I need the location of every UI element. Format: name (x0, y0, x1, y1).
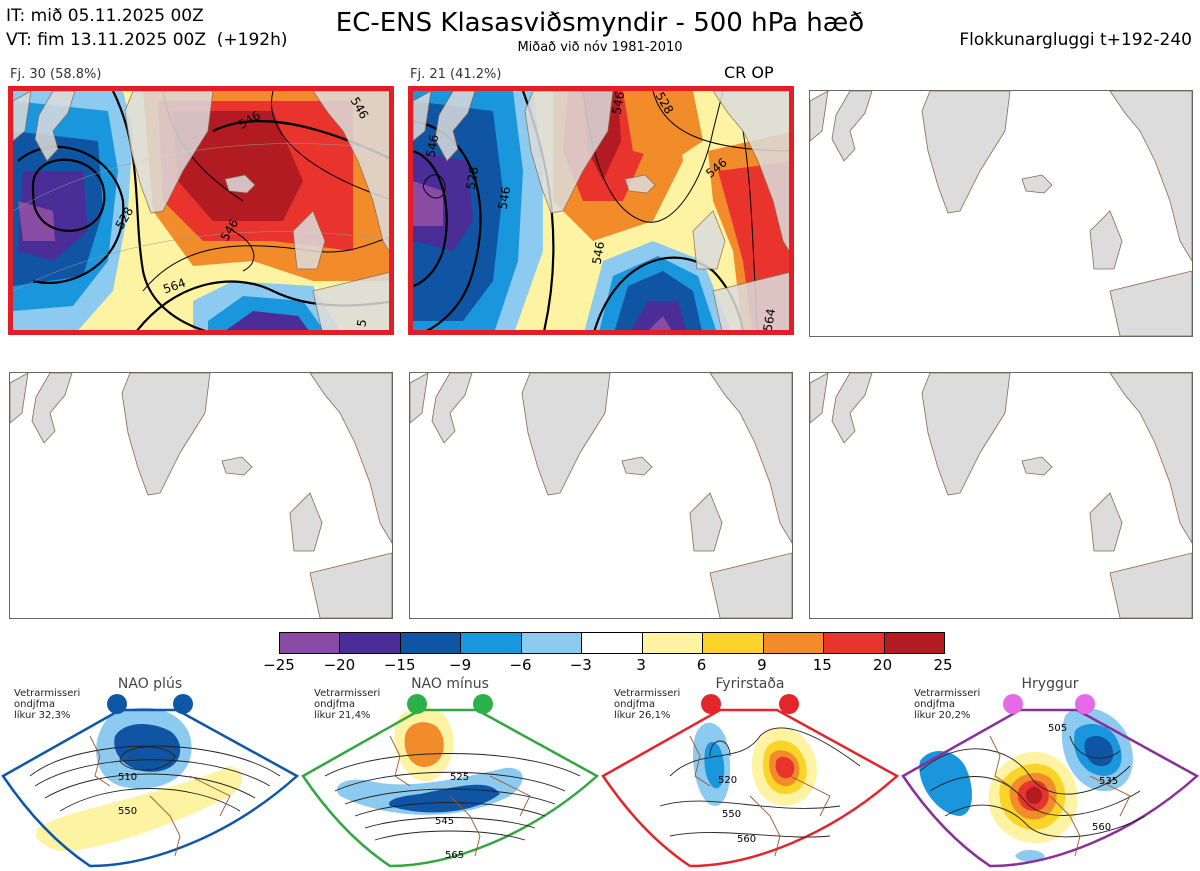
colorbar-tick: −3 (569, 656, 592, 674)
regime-ridge-contour-505: 505 (1048, 723, 1067, 734)
regime-nao-plus-prob: líkur 32,3% (14, 710, 71, 721)
regime-nao-plus-type: ondjfma (14, 699, 55, 710)
regime-nao-minus-prob: líkur 21,4% (314, 710, 371, 721)
cluster-2-label: Fj. 21 (41.2%) (410, 67, 502, 82)
regime-ridge-season: Vetrarmisseri (914, 688, 981, 699)
colorbar-tick: 3 (636, 656, 646, 674)
regime-nao-minus-season: Vetrarmisseri (314, 688, 381, 699)
regime-blocking-dot (779, 694, 799, 714)
empty-map-3-svg (810, 91, 1192, 336)
colorbar-ticks: −25 −20 −15 −9 −6 −3 3 6 9 15 20 25 (263, 656, 952, 674)
regime-blocking-type: ondjfma (614, 699, 655, 710)
colorbar-tick: 6 (696, 656, 707, 674)
regime-ridge[interactable]: 505 535 560 Hryggur Vetrarmisseri ondjfm… (900, 676, 1200, 871)
regime-ridge-name: Hryggur (1021, 676, 1079, 692)
regime-nao-minus-contour-565: 565 (445, 850, 464, 861)
regime-blocking-name: Fyrirstaða (715, 676, 785, 692)
regime-nao-plus-dot (173, 694, 193, 714)
colorbar-tick: 20 (873, 656, 893, 674)
colorbar-swatch (280, 633, 341, 653)
colorbar-swatch (703, 633, 764, 653)
lead-time: (+192h) (216, 30, 288, 50)
regime-blocking-contour-520: 520 (718, 775, 737, 786)
empty-map-4-svg (10, 373, 392, 618)
cluster-2-map[interactable]: 546 528 546 546 528 546 546 564 (408, 86, 794, 335)
regime-nao-plus-dot (107, 694, 127, 714)
regime-ridge-contour-560: 560 (1092, 822, 1111, 833)
regime-ridge-dot (1003, 694, 1023, 714)
regime-nao-plus-svg: 510 550 (1, 694, 300, 868)
colorbar-swatch (824, 633, 885, 653)
empty-map-3 (809, 90, 1193, 337)
regime-blocking-info: Vetrarmisseri ondjfma líkur 26,1% (614, 688, 680, 721)
regime-nao-minus-info: Vetrarmisseri ondjfma líkur 21,4% (314, 688, 380, 721)
colorbar-swatch (884, 633, 944, 653)
regime-blocking-dot (701, 694, 721, 714)
colorbar-tick: −9 (449, 656, 472, 674)
regime-nao-minus-svg: 525 545 565 (301, 694, 600, 868)
colorbar-swatch (340, 633, 401, 653)
regime-blocking-prob: líkur 26,1% (614, 710, 671, 721)
colorbar-swatch (642, 633, 704, 653)
cluster-1-label: Fj. 30 (58.8%) (10, 67, 102, 82)
colorbar-swatch (521, 633, 583, 653)
regime-nao-minus-contour-545: 545 (435, 816, 454, 827)
colorbar (279, 632, 945, 654)
colorbar-swatch (763, 633, 825, 653)
colorbar-tick: −25 (263, 656, 295, 674)
colorbar-tick: −20 (323, 656, 356, 674)
regime-blocking-svg: 520 550 560 (601, 694, 900, 868)
colorbar-tick: 25 (933, 656, 953, 674)
regime-ridge-info: Vetrarmisseri ondjfma líkur 20,2% (914, 688, 980, 721)
regime-ridge-svg: 505 535 560 (901, 694, 1200, 868)
cluster-1-map[interactable]: 528 546 546 546 564 5 (8, 86, 394, 335)
valid-time: VT: fim 13.11.2025 00Z (+192h) (6, 28, 288, 52)
regime-nao-plus-contour-550: 550 (118, 806, 137, 817)
classification-window: Flokkunargluggi t+192-240 (959, 30, 1192, 50)
regime-ridge-prob: líkur 20,2% (914, 710, 971, 721)
colorbar-tick: 15 (812, 656, 832, 674)
regime-nao-minus-type: ondjfma (314, 699, 355, 710)
colorbar-tick: −6 (509, 656, 532, 674)
page-subtitle: Miðað við nóv 1981-2010 (517, 40, 683, 55)
regime-nao-minus-dot (407, 694, 427, 714)
empty-map-5 (409, 372, 793, 619)
regime-nao-minus-name: NAO mínus (411, 676, 489, 692)
empty-map-6 (809, 372, 1193, 619)
regime-blocking-contour-550: 550 (722, 809, 741, 820)
cluster-2-svg (413, 91, 789, 330)
header-left: IT: mið 05.11.2025 00Z VT: fim 13.11.202… (6, 4, 288, 52)
regime-nao-minus[interactable]: 525 545 565 NAO mínus Vetrarmisseri ondj… (300, 676, 600, 871)
cluster-2-markers: CR OP (724, 63, 774, 82)
regime-blocking-contour-560: 560 (737, 834, 756, 845)
valid-time-value: VT: fim 13.11.2025 00Z (6, 30, 206, 50)
empty-map-6-svg (810, 373, 1192, 618)
regime-nao-minus-contour-525: 525 (450, 772, 469, 783)
page-title: EC-ENS Klasasviðsmyndir - 500 hPa hæð (335, 8, 865, 38)
init-time: IT: mið 05.11.2025 00Z (6, 6, 204, 26)
empty-map-4 (9, 372, 393, 619)
colorbar-tick: 9 (757, 656, 767, 674)
colorbar-swatch (400, 633, 462, 653)
regime-ridge-type: ondjfma (914, 699, 955, 710)
empty-map-5-svg (410, 373, 792, 618)
colorbar-tick: −15 (383, 656, 416, 674)
regime-blocking[interactable]: 520 550 560 Fyrirstaða Vetrarmisseri ond… (600, 676, 900, 871)
regime-nao-plus-name: NAO plús (117, 676, 183, 692)
regime-nao-plus[interactable]: 510 550 NAO plús Vetrarmisseri ondjfma l… (0, 676, 300, 871)
regime-ridge-dot (1075, 694, 1095, 714)
colorbar-swatch (461, 633, 522, 653)
regime-nao-plus-info: Vetrarmisseri ondjfma líkur 32,3% (14, 688, 80, 721)
regime-nao-plus-contour-510: 510 (118, 772, 137, 783)
colorbar-swatch (582, 633, 643, 653)
regime-ridge-contour-535: 535 (1099, 776, 1118, 787)
regime-nao-plus-season: Vetrarmisseri (14, 688, 81, 699)
cluster-1-svg (13, 91, 389, 330)
regime-nao-minus-dot (473, 694, 493, 714)
regime-blocking-season: Vetrarmisseri (614, 688, 681, 699)
